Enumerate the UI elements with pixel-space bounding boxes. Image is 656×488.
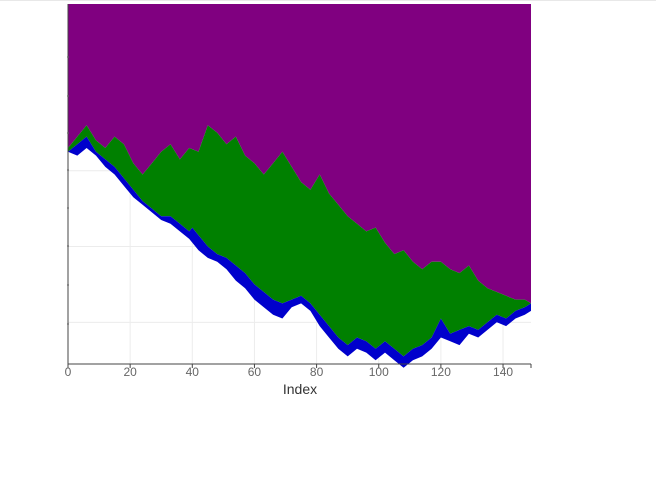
x-tick-label: 0 [65,365,72,379]
x-tick-label: 140 [493,365,513,379]
x-tick-label: 100 [369,365,389,379]
plot-areas [68,4,531,368]
x-tick-label: 40 [186,365,200,379]
x-tick-label: 20 [123,365,137,379]
x-tick-label: 80 [310,365,324,379]
x-axis-label: Index [283,381,317,397]
purple-area [68,4,531,304]
x-tick-label: 120 [431,365,451,379]
top-border [0,0,656,1]
axes: 0 20 40 60 80 100 120 140 [65,4,532,379]
green-area [68,125,531,357]
x-tick-label: 60 [248,365,262,379]
